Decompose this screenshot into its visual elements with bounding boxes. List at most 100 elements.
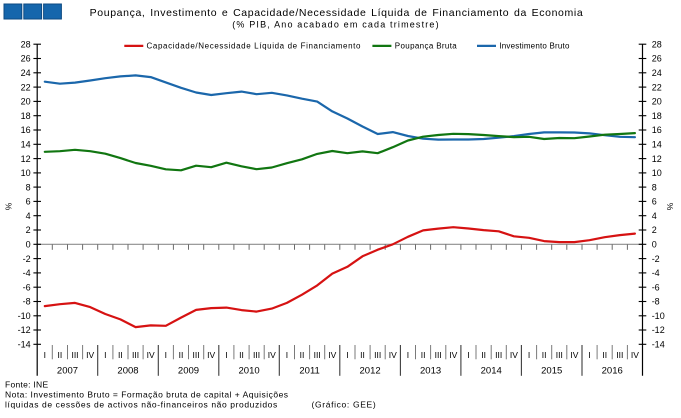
svg-text:I: I [528,350,530,360]
svg-text:I: I [588,350,590,360]
svg-text:-2: -2 [652,254,660,264]
svg-text:2007: 2007 [57,366,78,377]
svg-text:IV: IV [631,350,639,360]
svg-text:III: III [71,350,78,360]
svg-text:líquidas de cessões de activos: líquidas de cessões de activos não-finan… [5,400,278,410]
svg-text:%: % [4,202,14,210]
svg-text:III: III [616,350,623,360]
svg-text:-8: -8 [23,297,31,307]
svg-text:IV: IV [147,350,155,360]
svg-text:II: II [421,350,426,360]
svg-text:Nota: Investimento Bruto = For: Nota: Investimento Bruto = Formação brut… [5,390,289,400]
svg-text:10: 10 [652,168,662,178]
svg-text:(Gráfico: GEE): (Gráfico: GEE) [312,400,377,410]
svg-text:12: 12 [21,154,31,164]
svg-text:IV: IV [510,350,518,360]
svg-text:-10: -10 [18,311,31,321]
svg-text:Poupança, Investimento e Capac: Poupança, Investimento e Capacidade/Nece… [90,7,584,19]
svg-text:-12: -12 [652,325,665,335]
svg-text:Poupança Bruta: Poupança Bruta [395,42,457,51]
svg-text:22: 22 [652,82,662,92]
svg-text:14: 14 [21,140,31,150]
svg-text:18: 18 [652,111,662,121]
svg-text:I: I [467,350,469,360]
svg-text:IV: IV [570,350,578,360]
svg-text:-14: -14 [18,340,31,350]
svg-text:2010: 2010 [239,366,260,377]
svg-text:18: 18 [21,111,31,121]
svg-text:16: 16 [652,125,662,135]
svg-text:III: III [314,350,321,360]
svg-text:2012: 2012 [360,366,381,377]
svg-text:12: 12 [652,154,662,164]
svg-text:Capacidade/Necessidade Líquida: Capacidade/Necessidade Líquida de Financ… [147,42,362,51]
svg-text:0: 0 [26,240,31,250]
svg-text:4: 4 [652,211,657,221]
svg-text:10: 10 [21,168,31,178]
svg-text:III: III [374,350,381,360]
svg-text:II: II [542,350,547,360]
svg-text:2: 2 [26,225,31,235]
svg-text:8: 8 [652,182,657,192]
svg-text:I: I [407,350,409,360]
svg-text:II: II [602,350,607,360]
svg-text:-12: -12 [18,325,31,335]
svg-text:28: 28 [21,39,31,49]
svg-text:III: III [495,350,502,360]
svg-text:6: 6 [26,197,31,207]
svg-text:-6: -6 [23,282,31,292]
svg-text:II: II [360,350,365,360]
svg-text:2014: 2014 [481,366,502,377]
svg-text:IV: IV [207,350,215,360]
svg-text:2013: 2013 [420,366,441,377]
svg-text:26: 26 [21,54,31,64]
svg-text:6: 6 [652,197,657,207]
svg-text:III: III [253,350,260,360]
svg-text:2008: 2008 [117,366,138,377]
svg-text:II: II [300,350,305,360]
svg-text:%: % [665,202,675,210]
svg-text:-10: -10 [652,311,665,321]
svg-text:2011: 2011 [299,366,319,377]
svg-text:IV: IV [328,350,336,360]
svg-text:2009: 2009 [178,366,199,377]
svg-text:20: 20 [21,97,31,107]
svg-text:2016: 2016 [602,366,623,377]
svg-text:-4: -4 [23,268,31,278]
svg-text:Fonte: INE: Fonte: INE [5,380,48,390]
svg-text:I: I [225,350,227,360]
svg-text:26: 26 [652,54,662,64]
svg-text:I: I [346,350,348,360]
svg-text:III: III [132,350,139,360]
svg-text:III: III [193,350,200,360]
svg-text:I: I [165,350,167,360]
svg-text:IV: IV [449,350,457,360]
svg-text:-8: -8 [652,297,660,307]
svg-text:2015: 2015 [541,366,562,377]
svg-text:14: 14 [652,140,662,150]
svg-text:-14: -14 [652,340,665,350]
svg-text:20: 20 [652,97,662,107]
svg-text:8: 8 [26,182,31,192]
svg-text:-2: -2 [23,254,31,264]
svg-text:24: 24 [652,68,662,78]
svg-text:II: II [239,350,244,360]
svg-text:4: 4 [26,211,31,221]
svg-text:-6: -6 [652,282,660,292]
svg-text:0: 0 [652,240,657,250]
svg-text:IV: IV [389,350,397,360]
svg-text:II: II [118,350,123,360]
svg-text:-4: -4 [652,268,660,278]
svg-text:I: I [286,350,288,360]
svg-text:II: II [179,350,184,360]
svg-text:I: I [104,350,106,360]
svg-text:16: 16 [21,125,31,135]
svg-text:I: I [44,350,46,360]
svg-text:II: II [58,350,63,360]
svg-text:IV: IV [86,350,94,360]
svg-text:IV: IV [268,350,276,360]
svg-text:Investimento Bruto: Investimento Bruto [499,42,570,51]
svg-text:2: 2 [652,225,657,235]
svg-text:24: 24 [21,68,31,78]
svg-text:III: III [556,350,563,360]
